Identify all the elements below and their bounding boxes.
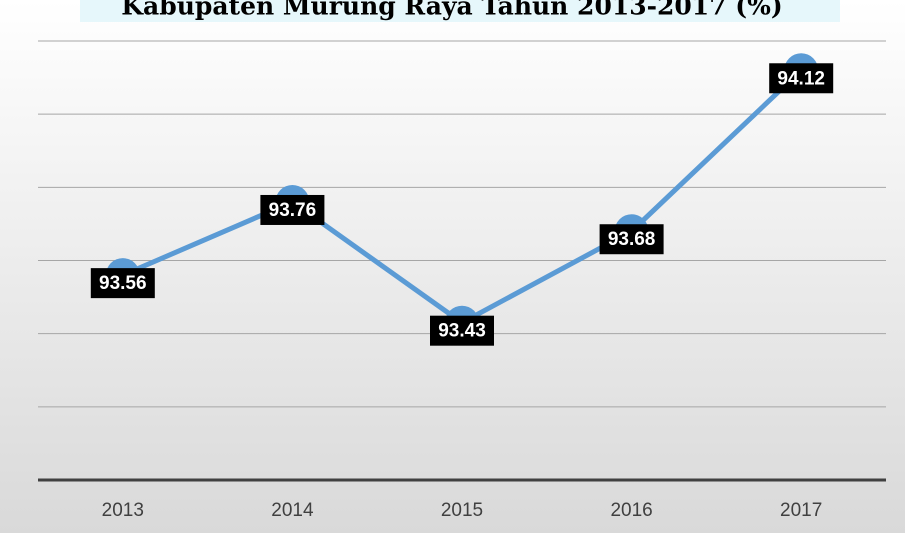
data-label: 93.68 <box>608 229 656 250</box>
x-tick-label: 2013 <box>102 500 144 521</box>
data-label-box <box>90 268 155 299</box>
x-tick-label: 2017 <box>780 500 822 521</box>
title-band <box>80 0 840 22</box>
chart-title: Kabupaten Murung Raya Tahun 2013-2017 (%… <box>121 0 782 21</box>
x-tick-label: 2015 <box>441 500 483 521</box>
x-tick-label: 2016 <box>610 500 652 521</box>
data-label-box <box>260 194 325 225</box>
data-label: 93.56 <box>99 273 147 294</box>
data-label: 94.12 <box>777 68 825 89</box>
x-tick-label: 2014 <box>271 500 314 521</box>
data-label-box <box>599 224 664 255</box>
data-label: 93.76 <box>269 200 317 221</box>
data-label-box <box>769 63 834 94</box>
data-label: 93.43 <box>438 321 486 342</box>
data-label-box <box>430 315 494 346</box>
